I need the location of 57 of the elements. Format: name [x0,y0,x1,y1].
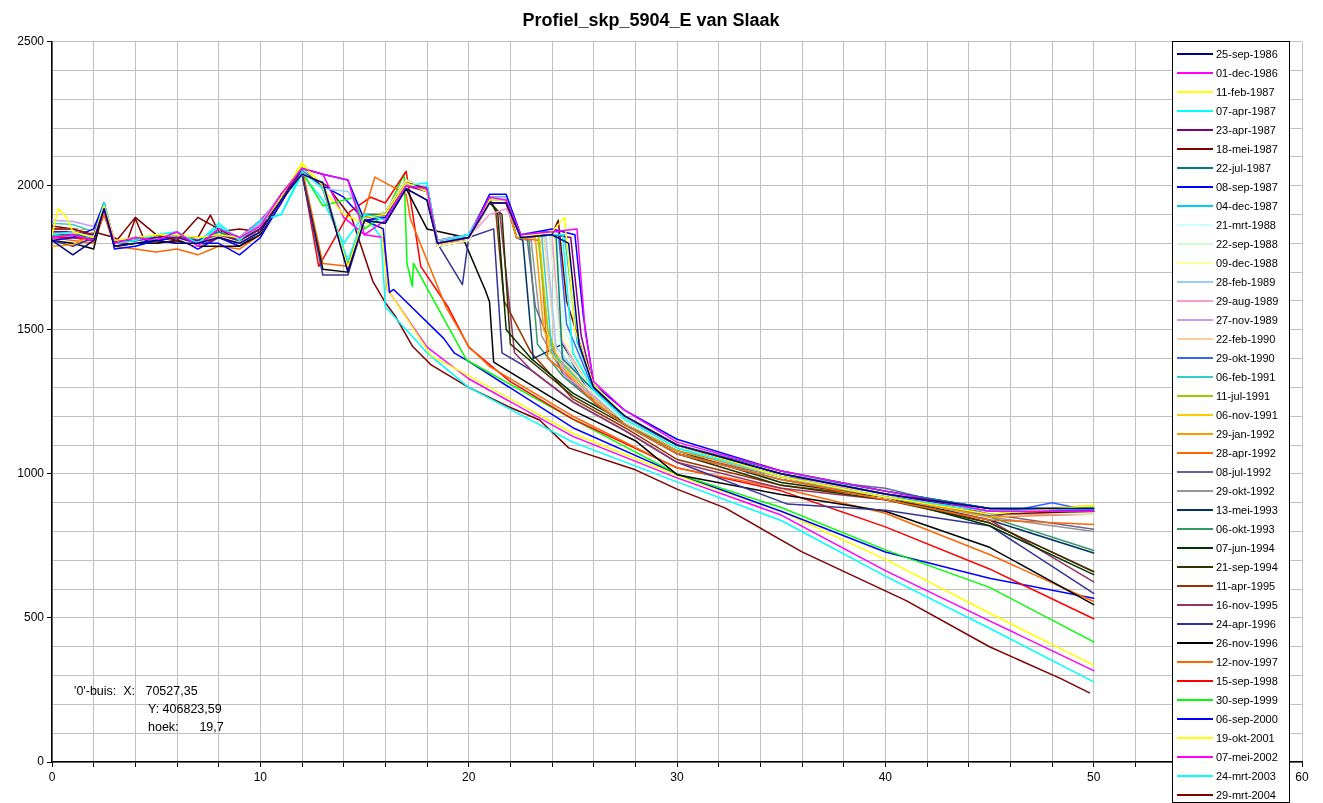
legend-label: 26-nov-1996 [1216,636,1278,649]
legend-label: 11-jul-1991 [1216,389,1271,402]
annotation: Y: 406823,59 [148,702,222,716]
x-tick-label: 50 [1086,769,1101,784]
x-tick-label: 20 [461,769,476,784]
legend-label: 19-okt-2001 [1216,731,1275,744]
legend-label: 15-sep-1998 [1216,674,1278,687]
legend-label: 22-sep-1988 [1216,237,1278,250]
legend-label: 12-nov-1997 [1216,655,1278,668]
legend-label: 27-nov-1989 [1216,313,1278,326]
legend-label: 06-okt-1993 [1216,522,1275,535]
y-tick-label: 1500 [17,322,45,337]
legend-label: 07-mei-2002 [1216,750,1278,763]
legend-label: 22-feb-1990 [1216,332,1276,345]
legend-label: 28-apr-1992 [1216,446,1276,459]
legend-label: 29-okt-1992 [1216,484,1275,497]
legend-label: 06-nov-1991 [1216,408,1278,421]
legend-label: 11-apr-1995 [1216,579,1276,592]
chart-title: Profiel_skp_5904_E van Slaak [522,9,781,30]
legend-label: 13-mei-1993 [1216,503,1278,516]
legend-label: 28-feb-1989 [1216,275,1276,288]
legend-label: 24-apr-1996 [1216,617,1276,630]
y-tick-label: 0 [37,754,45,769]
legend-label: 01-dec-1986 [1216,66,1278,79]
legend-label: 22-jul-1987 [1216,161,1272,174]
legend-label: 29-okt-1990 [1216,351,1275,364]
legend-label: 04-dec-1987 [1216,199,1278,212]
x-tick-label: 60 [1295,769,1309,784]
legend-label: 16-nov-1995 [1216,598,1278,611]
legend-label: 08-jul-1992 [1216,465,1272,478]
y-tick-label: 1000 [17,466,45,481]
y-tick-label: 500 [23,610,45,625]
legend-label: 24-mrt-2003 [1216,769,1276,782]
legend-label: 30-sep-1999 [1216,693,1278,706]
x-tick-label: 0 [48,769,56,784]
x-tick-label: 40 [878,769,893,784]
legend-label: 06-sep-2000 [1216,712,1278,725]
legend-label: 25-sep-1986 [1216,47,1278,60]
legend-label: 29-mrt-2004 [1216,788,1276,801]
legend-label: 23-apr-1987 [1216,123,1276,136]
legend-label: 06-feb-1991 [1216,370,1276,383]
annotation: hoek: 19,7 [148,720,224,734]
legend-label: 07-jun-1994 [1216,541,1275,554]
legend-label: 07-apr-1987 [1216,104,1276,117]
legend-label: 21-sep-1994 [1216,560,1278,573]
legend-label: 08-sep-1987 [1216,180,1278,193]
legend-label: 11-feb-1987 [1216,85,1275,98]
x-tick-label: 30 [670,769,684,784]
legend-label: 18-mei-1987 [1216,142,1278,155]
y-tick-label: 2500 [17,33,45,48]
legend-label: 29-aug-1989 [1216,294,1279,307]
annotation: '0'-buis: X: 70527,35 [74,684,198,698]
legend-label: 21-mrt-1988 [1216,218,1276,231]
y-tick-label: 2000 [17,177,45,192]
legend-label: 29-jan-1992 [1216,427,1275,440]
legend-label: 09-dec-1988 [1216,256,1278,269]
x-tick-label: 10 [253,769,268,784]
